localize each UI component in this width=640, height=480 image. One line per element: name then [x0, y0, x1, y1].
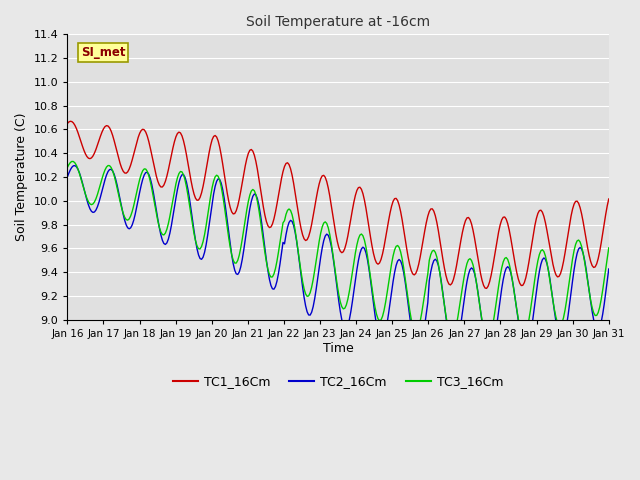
TC1_16Cm [63, 120, 71, 126]
TC2_16Cm [244, 215, 252, 221]
Line: TC3_16Cm: TC3_16Cm [67, 161, 609, 339]
TC1_16Cm [244, 151, 252, 156]
TC3_16Cm [484, 336, 492, 342]
Line: TC2_16Cm: TC2_16Cm [67, 166, 609, 355]
TC1_16Cm [605, 196, 612, 202]
TC1_16Cm [253, 166, 261, 172]
TC2_16Cm [302, 303, 310, 309]
Legend: TC1_16Cm, TC2_16Cm, TC3_16Cm: TC1_16Cm, TC2_16Cm, TC3_16Cm [168, 371, 508, 394]
TC3_16Cm [605, 245, 612, 251]
TC1_16Cm [578, 211, 586, 217]
TC1_16Cm [227, 204, 234, 210]
TC3_16Cm [578, 243, 586, 249]
TC3_16Cm [63, 165, 71, 170]
TC2_16Cm [578, 246, 586, 252]
TC3_16Cm [227, 244, 234, 250]
TC3_16Cm [131, 196, 139, 202]
TC3_16Cm [253, 198, 261, 204]
TC3_16Cm [68, 158, 76, 164]
TC2_16Cm [253, 196, 261, 202]
Line: TC1_16Cm: TC1_16Cm [67, 121, 609, 288]
TC3_16Cm [244, 199, 252, 204]
TC2_16Cm [227, 241, 234, 247]
TC2_16Cm [486, 352, 493, 358]
X-axis label: Time: Time [323, 342, 353, 355]
Y-axis label: Soil Temperature (C): Soil Temperature (C) [15, 113, 28, 241]
TC2_16Cm [63, 174, 71, 180]
TC1_16Cm [67, 119, 74, 124]
TC2_16Cm [131, 211, 139, 217]
TC2_16Cm [71, 163, 79, 168]
TC1_16Cm [302, 238, 310, 243]
TC1_16Cm [131, 145, 139, 151]
TC1_16Cm [483, 286, 490, 291]
TC2_16Cm [605, 266, 612, 272]
Text: SI_met: SI_met [81, 46, 125, 59]
TC3_16Cm [302, 291, 310, 297]
Title: Soil Temperature at -16cm: Soil Temperature at -16cm [246, 15, 430, 29]
